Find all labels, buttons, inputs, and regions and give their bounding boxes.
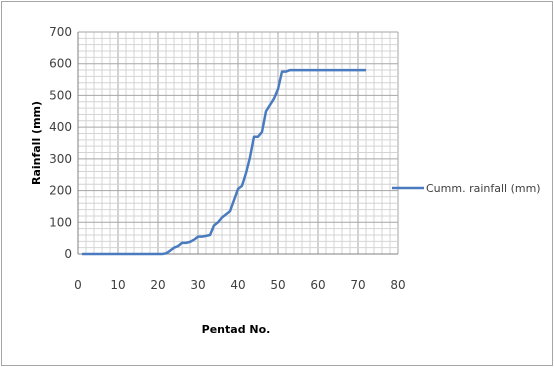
series-line xyxy=(82,68,366,256)
x-tick-label: 70 xyxy=(350,278,365,292)
y-tick-label: 200 xyxy=(49,184,72,198)
legend-label: Cumm. rainfall (mm) xyxy=(426,182,541,195)
series-group xyxy=(82,68,366,256)
y-tick-label: 400 xyxy=(49,120,72,134)
y-tick-label: 700 xyxy=(49,25,72,39)
x-tick-label: 30 xyxy=(190,278,205,292)
x-tick-labels: 0 10 20 30 40 50 60 70 80 xyxy=(74,278,405,292)
x-axis-title: Pentad No. xyxy=(202,323,271,336)
x-tick-label: 20 xyxy=(150,278,165,292)
y-axis-title: Rainfall (mm) xyxy=(30,101,43,185)
x-tick-label: 40 xyxy=(230,278,245,292)
x-tick-label: 0 xyxy=(74,278,82,292)
y-tick-label: 600 xyxy=(49,57,72,71)
grid xyxy=(77,31,399,255)
y-tick-label: 100 xyxy=(49,215,72,229)
y-tick-label: 500 xyxy=(49,88,72,102)
x-tick-label: 80 xyxy=(390,278,405,292)
y-tick-labels: 0 100 200 300 400 500 600 700 xyxy=(49,25,72,261)
x-tick-label: 50 xyxy=(270,278,285,292)
x-tick-label: 60 xyxy=(310,278,325,292)
y-tick-label: 0 xyxy=(64,247,72,261)
x-tick-label: 10 xyxy=(110,278,125,292)
y-tick-label: 300 xyxy=(49,152,72,166)
legend: Cumm. rainfall (mm) xyxy=(392,182,541,195)
